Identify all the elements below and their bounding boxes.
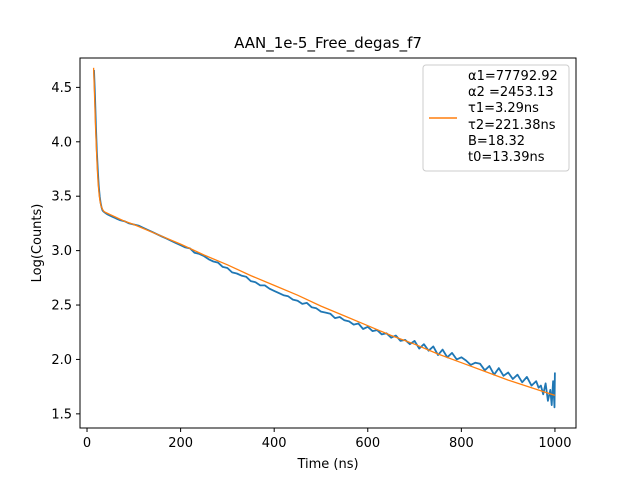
y-axis-label: Log(Counts) <box>30 204 45 283</box>
series-layer <box>92 67 556 409</box>
x-axis-ticks: 0 200 400 600 800 1000 <box>83 428 571 451</box>
x-tick-label: 800 <box>449 436 474 451</box>
legend-entry-tau1: τ1=3.29ns <box>468 101 539 116</box>
y-tick-label: 2.5 <box>51 299 72 314</box>
y-tick-label: 4.5 <box>51 81 72 96</box>
y-tick-label: 4.0 <box>51 135 72 150</box>
series-line-fit <box>92 67 556 397</box>
x-tick-label: 0 <box>83 436 91 451</box>
legend-entry-tau2: τ2=221.38ns <box>468 118 556 133</box>
plot-area <box>79 57 577 429</box>
y-tick-label: 3.0 <box>51 244 72 259</box>
y-axis-ticks: 1.5 2.0 2.5 3.0 3.5 4.0 4.5 <box>51 81 80 422</box>
legend-entry-t0: t0=13.39ns <box>468 150 545 165</box>
x-tick-label: 400 <box>262 436 287 451</box>
legend-entry-alpha1: α1=77792.92 <box>468 69 558 84</box>
x-tick-label: 1000 <box>538 436 571 451</box>
y-tick-label: 3.5 <box>51 190 72 205</box>
legend-box <box>422 64 570 172</box>
axes-frame <box>79 57 577 429</box>
legend: α1=77792.92 α2 =2453.13 τ1=3.29ns τ2=221… <box>422 64 570 172</box>
legend-entry-alpha2: α2 =2453.13 <box>468 85 554 100</box>
x-tick-label: 600 <box>355 436 380 451</box>
legend-entry-baseline: B=18.32 <box>468 134 525 149</box>
x-tick-label: 200 <box>168 436 193 451</box>
chart-title: AAN_1e-5_Free_degas_f7 <box>234 34 422 53</box>
y-tick-label: 1.5 <box>51 407 72 422</box>
x-axis-label: Time (ns) <box>296 457 358 472</box>
y-tick-label: 2.0 <box>51 353 72 368</box>
